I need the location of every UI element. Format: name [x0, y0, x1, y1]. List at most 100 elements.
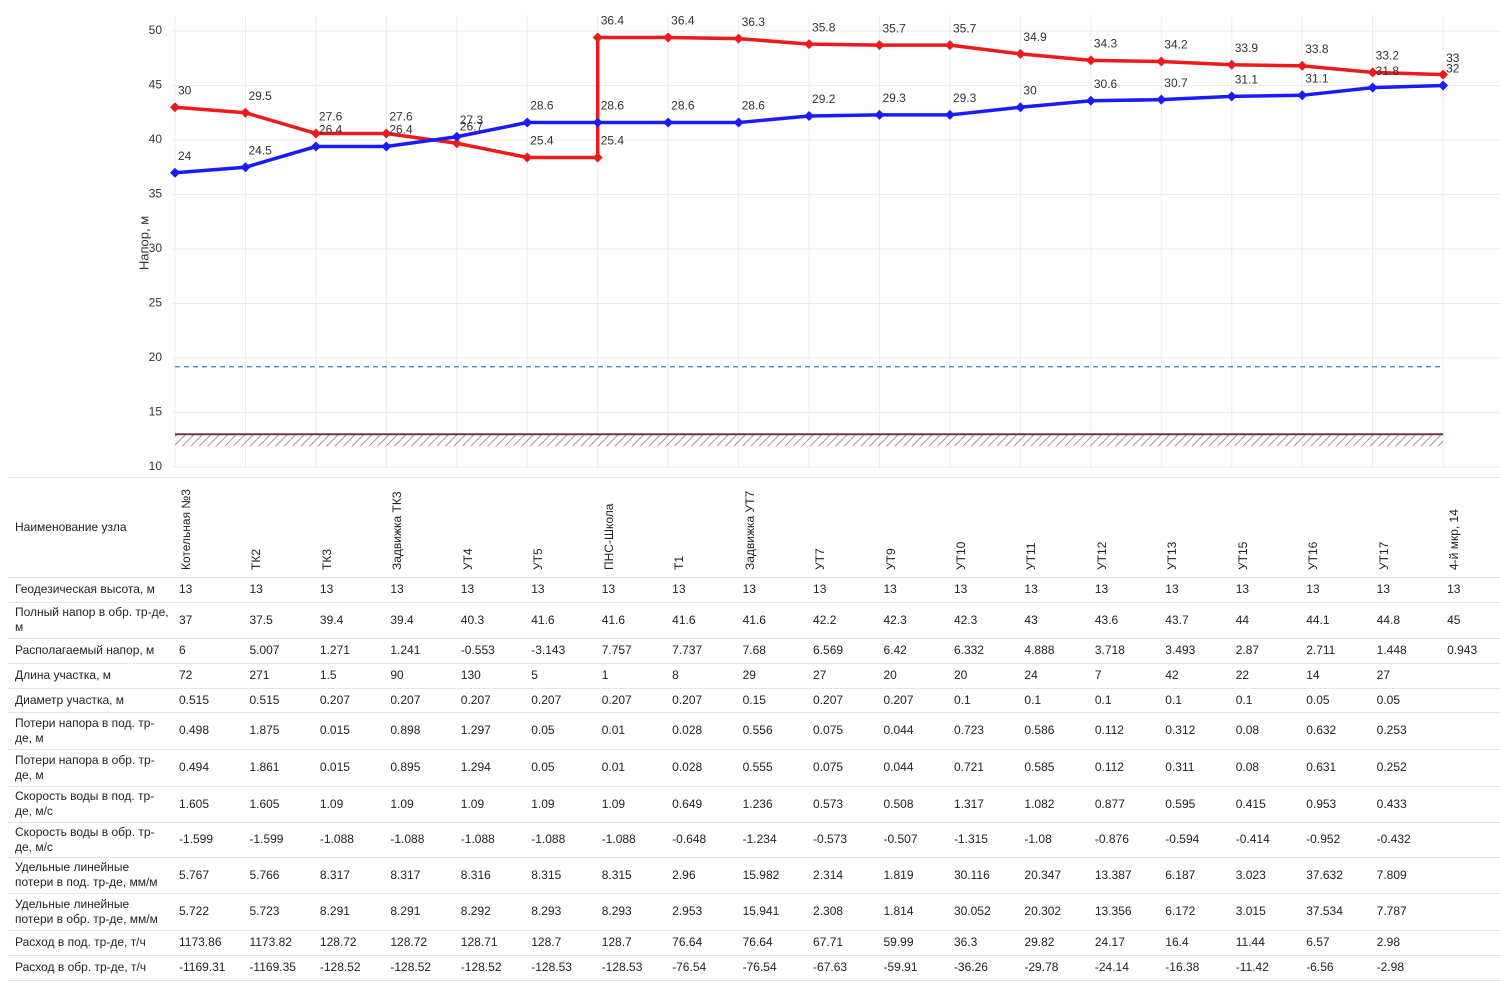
point-label: 31.1 — [1235, 73, 1259, 87]
table-cell: 15.941 — [742, 904, 780, 918]
point — [592, 152, 603, 163]
table-cell: 6.42 — [883, 643, 907, 657]
table-cell: 1.09 — [601, 796, 626, 811]
point — [663, 117, 674, 128]
table-cell: 4.888 — [1024, 643, 1055, 657]
table-cell: 0.1 — [1094, 692, 1112, 707]
table-cell: 0.207 — [601, 692, 632, 707]
y-tick-label: 45 — [149, 78, 163, 92]
table-cell: 0.01 — [601, 723, 626, 737]
node-name: Задвижка УТ7 — [742, 490, 757, 570]
table-cell: 8.316 — [460, 867, 491, 882]
point-label: 29.5 — [248, 89, 272, 103]
point-label: 36.3 — [742, 15, 766, 29]
table-cell: 6.332 — [953, 643, 984, 657]
row-label: Расход в обр. тр-де, т/ч — [15, 960, 147, 974]
point-label: 29.2 — [812, 92, 836, 106]
table-cell: 5.007 — [249, 643, 280, 657]
point — [733, 33, 744, 44]
node-name: УТ10 — [953, 541, 968, 570]
table-cell: 130 — [460, 668, 481, 682]
point — [663, 32, 674, 43]
table-cell: 3.023 — [1235, 867, 1266, 882]
table-cell: 67.71 — [813, 935, 844, 949]
table-cell: 0.556 — [742, 723, 773, 737]
table-cell: 13 — [883, 582, 897, 596]
point-label: 31.8 — [1376, 64, 1400, 78]
y-tick-label: 15 — [149, 405, 163, 419]
table-cell: 1.317 — [953, 796, 984, 811]
table-cell: -24.14 — [1094, 960, 1129, 974]
table-cell: 0.05 — [531, 760, 555, 774]
row-border — [8, 663, 1500, 664]
ground-hatch — [175, 434, 1444, 447]
point-label: 24.5 — [248, 143, 272, 157]
table-cell: 6.569 — [813, 643, 844, 657]
point — [170, 102, 180, 113]
table-cell: 6 — [179, 643, 186, 657]
row-label: Располагаемый напор, м — [15, 643, 155, 657]
table-cell: 5.767 — [179, 867, 210, 882]
table-cell: 8.315 — [531, 867, 562, 882]
table-cell: 1.297 — [460, 723, 491, 737]
table-cell: 0.585 — [1024, 760, 1055, 774]
table-cell: 0.075 — [813, 760, 844, 774]
table-cell: 0.595 — [1165, 796, 1196, 811]
point-label: 28.6 — [530, 99, 554, 113]
table-cell: 0.311 — [1165, 760, 1195, 774]
point — [1156, 94, 1167, 105]
table-cell: 0.08 — [1235, 723, 1260, 737]
table-cell: 13 — [1235, 582, 1250, 596]
row-border — [8, 477, 1500, 478]
table-cell: -128.53 — [601, 960, 643, 974]
row-border — [8, 857, 1500, 858]
table-cell: 2.98 — [1376, 935, 1400, 949]
row-label: Потери напора в под. тр-де, м — [15, 715, 155, 745]
table-cell: 0.898 — [390, 723, 421, 737]
table-cell: -76.54 — [672, 960, 707, 974]
table-cell: 0.1 — [1235, 692, 1253, 707]
point-label: 26.4 — [319, 123, 343, 137]
table-cell: -0.573 — [813, 832, 848, 846]
table-cell: 22 — [1235, 668, 1250, 682]
node-name: УТ15 — [1235, 541, 1250, 570]
table-cell: 42.2 — [813, 612, 837, 627]
table-cell: 13 — [672, 582, 686, 596]
point-label: 30.6 — [1094, 77, 1118, 91]
table-cell: 5.722 — [179, 904, 210, 918]
table-cell: 7.757 — [601, 643, 632, 657]
row-label: Диаметр участка, м — [15, 692, 125, 707]
table-cell: 0.015 — [319, 723, 350, 737]
table-cell: 1.875 — [249, 723, 280, 737]
table-cell: 41.6 — [531, 612, 555, 627]
point-label: 34.3 — [1094, 37, 1118, 51]
table-cell: -1.088 — [460, 832, 495, 846]
row-border — [8, 638, 1500, 639]
node-name: УТ9 — [883, 548, 898, 570]
table-cell: 37.534 — [1306, 904, 1343, 918]
table-cell: 6.172 — [1165, 904, 1196, 918]
table-cell: 20.347 — [1024, 867, 1062, 882]
row-border — [8, 749, 1500, 750]
point — [1297, 60, 1308, 71]
table-cell: -0.648 — [672, 832, 707, 846]
table-header: Наименование узла — [15, 520, 127, 534]
point-label: 29.3 — [883, 91, 907, 105]
table-cell: 0.1 — [953, 692, 971, 707]
table-cell: 8.315 — [601, 867, 632, 882]
table-cell: 0.207 — [390, 692, 421, 707]
node-name: Котельная №3 — [179, 489, 193, 570]
point — [451, 138, 462, 149]
table-cell: 7.809 — [1376, 867, 1407, 882]
point — [592, 32, 603, 43]
point-label: 36.4 — [601, 14, 625, 28]
table-cell: 1.09 — [531, 796, 555, 811]
point-label: 27.6 — [389, 110, 413, 124]
node-name: ТК2 — [249, 549, 264, 570]
table-cell: 1.241 — [390, 643, 421, 657]
point — [1226, 59, 1237, 70]
table-cell: 0.877 — [1094, 796, 1125, 811]
table-cell: 3.015 — [1235, 904, 1266, 918]
point — [1367, 82, 1378, 93]
